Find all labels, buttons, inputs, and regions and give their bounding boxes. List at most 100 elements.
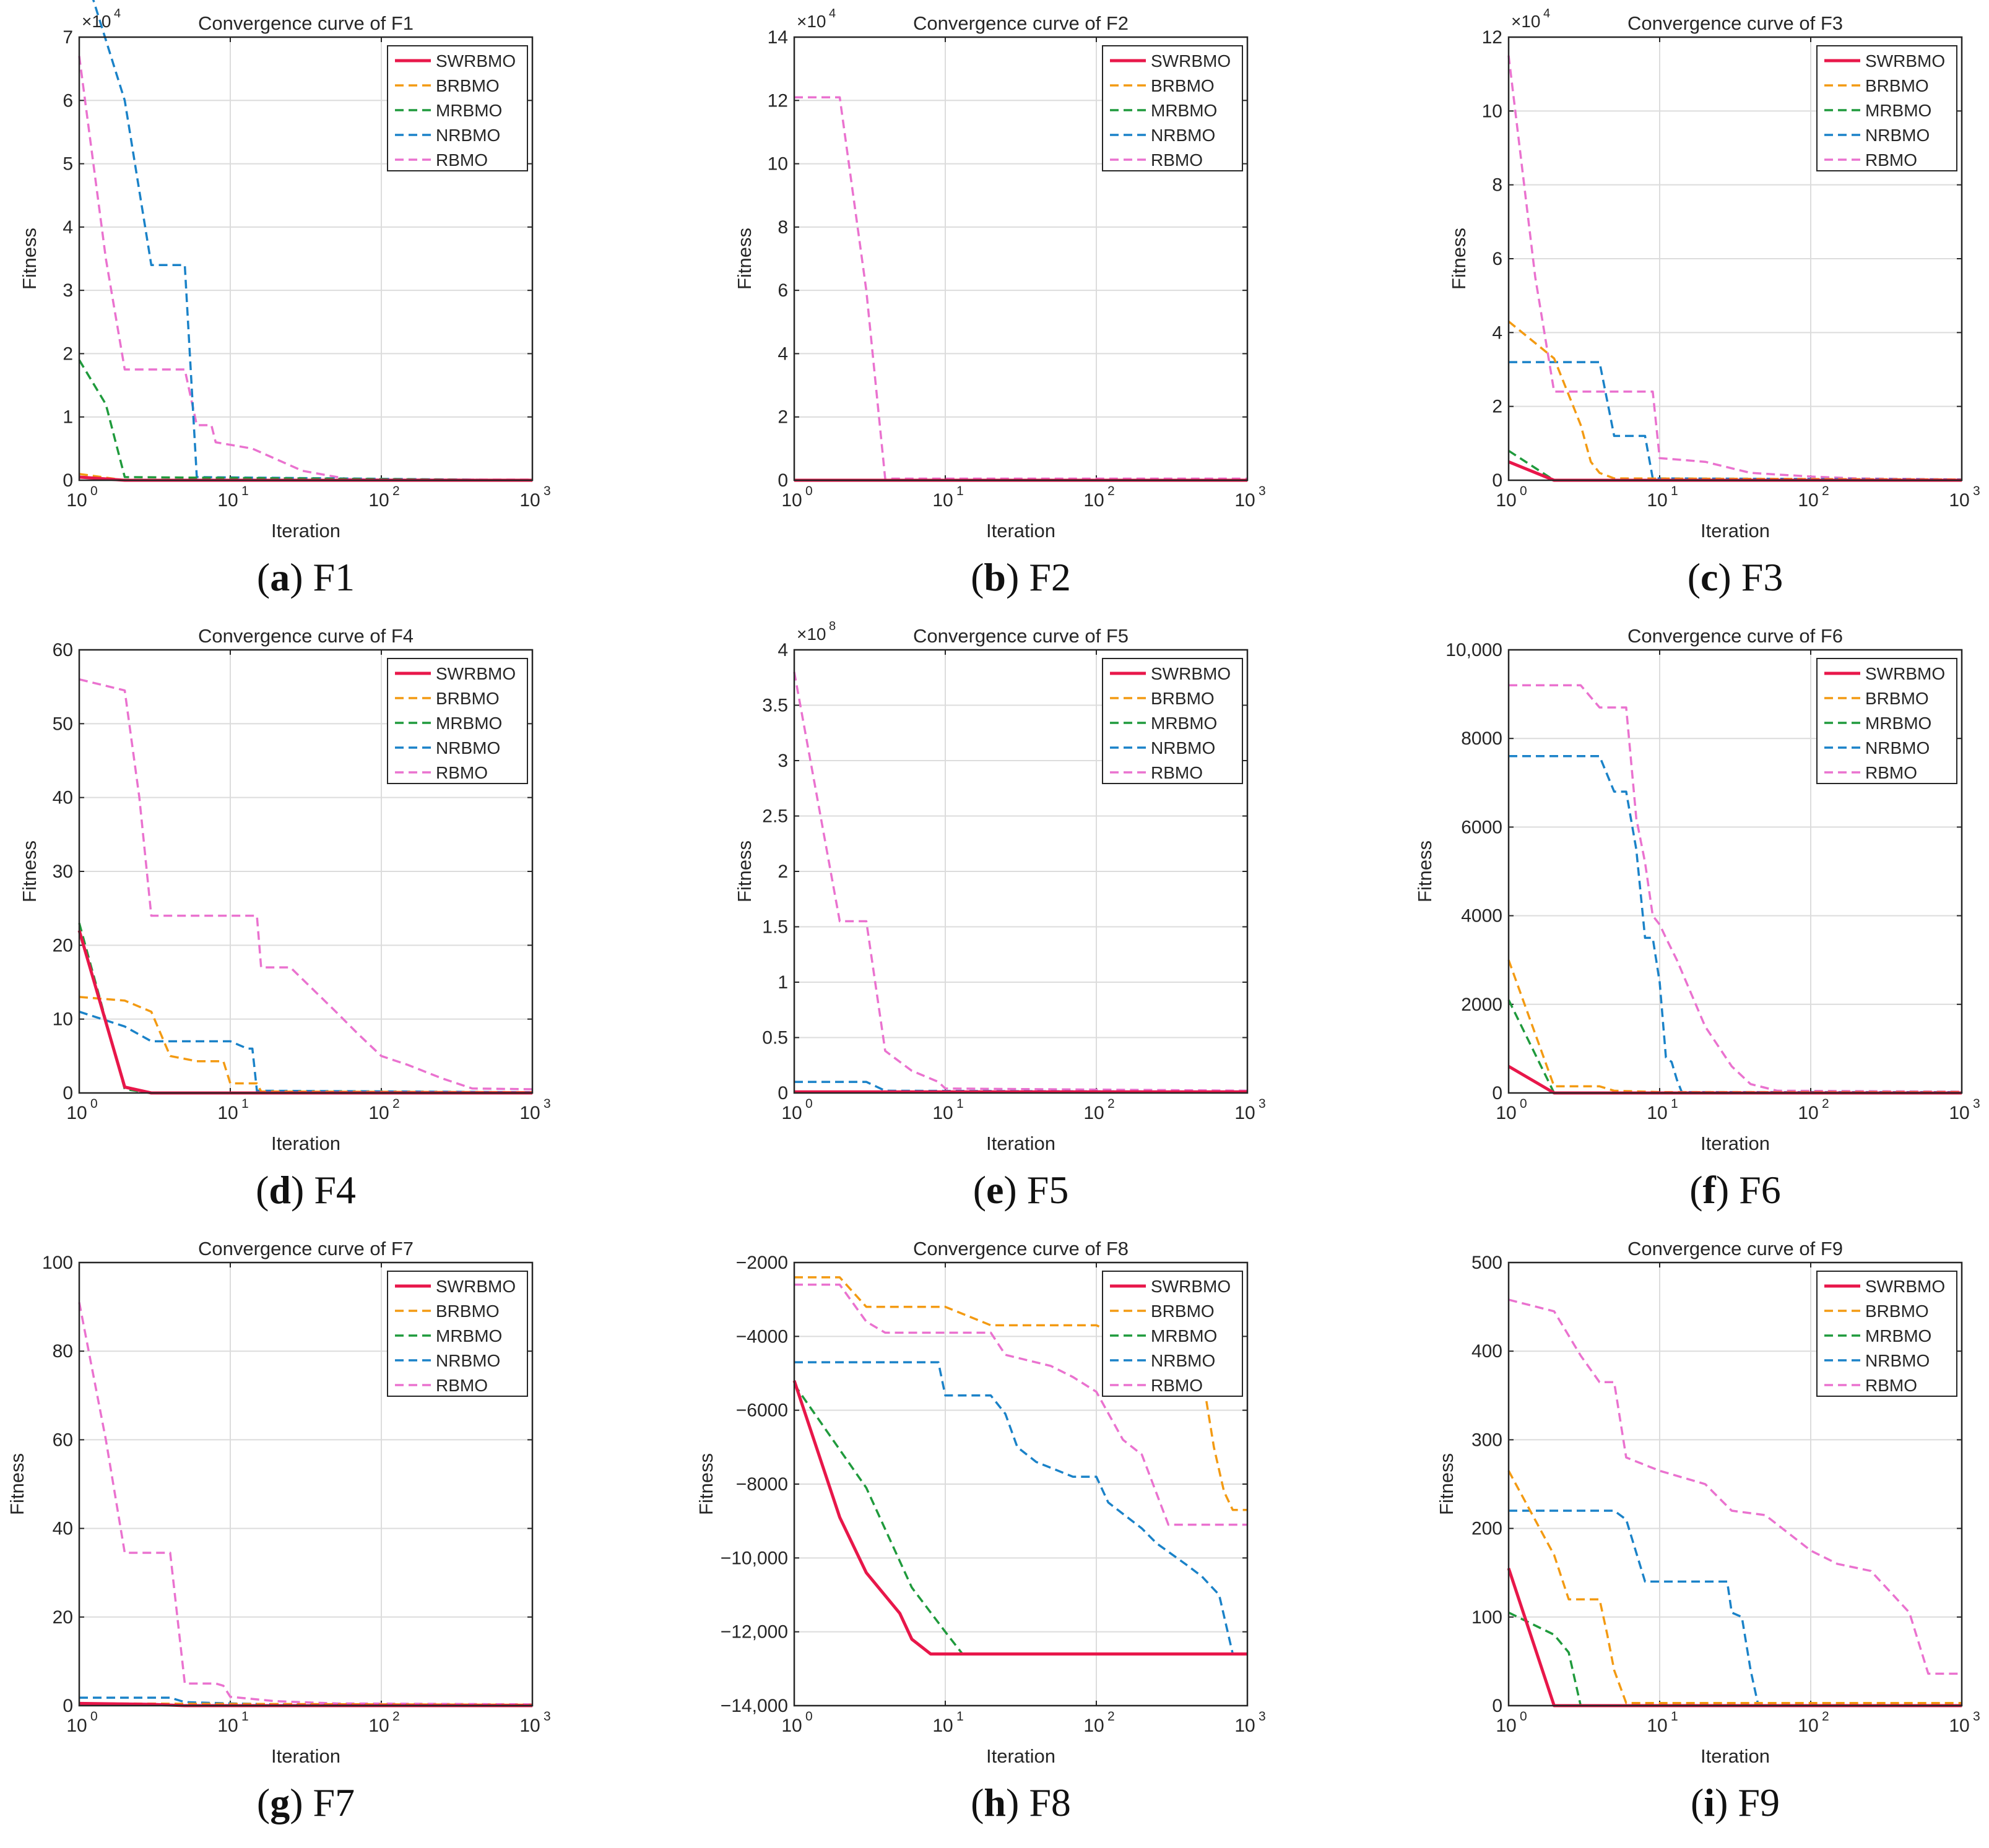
y-tick-label: 6 [63, 90, 73, 111]
legend-label: MRBMO [1865, 714, 1931, 733]
x-tick-label: 10 [1083, 1103, 1104, 1123]
y-axis-label: Fitness [19, 840, 40, 902]
y-tick-label: −12,000 [721, 1622, 788, 1643]
axes-box [1507, 1261, 1963, 1707]
x-axis-label: Iteration [1701, 520, 1770, 542]
caption-paren: ) [290, 1781, 313, 1824]
y-tick-label: 1.5 [762, 917, 788, 938]
x-tick-label: 10 [1647, 1716, 1667, 1736]
legend-label: RBMO [1151, 150, 1203, 170]
series-line-nrbmo [1509, 755, 1962, 1094]
panel-caption: (f) F6 [1689, 1168, 1781, 1212]
x-axis-label: Iteration [271, 1133, 340, 1154]
legend-label: SWRBMO [1151, 51, 1231, 71]
legend-label: BRBMO [436, 76, 500, 95]
y-tick-label: 6 [778, 280, 788, 301]
series-line-mrbmo [1508, 449, 1962, 481]
series-line-rbmo [78, 56, 532, 481]
legend-label: MRBMO [436, 1326, 502, 1345]
caption-letter: f [1703, 1168, 1717, 1212]
caption-paren: ) [1006, 555, 1029, 599]
y-tick-label: 60 [53, 640, 73, 660]
chart-title: Convergence curve of F1 [198, 12, 414, 34]
caption-function-name: F3 [1741, 555, 1783, 599]
caption-function-name: F1 [313, 555, 355, 599]
legend-label: NRBMO [1151, 1351, 1215, 1370]
y-tick-label: −6000 [736, 1401, 788, 1421]
axes-box [78, 36, 534, 481]
x-tick-label: 10 [932, 1716, 953, 1736]
legend-box [387, 658, 528, 784]
x-tick-exponent: 3 [1259, 484, 1266, 498]
caption-paren: ( [971, 1781, 984, 1824]
legend-label: SWRBMO [436, 1277, 516, 1296]
x-tick-label: 10 [1496, 1716, 1516, 1736]
y-tick-label: 8000 [1461, 728, 1502, 749]
x-tick-label: 10 [1798, 1103, 1818, 1123]
x-tick-exponent: 2 [1107, 484, 1115, 498]
caption-paren: ) [1716, 1168, 1739, 1212]
x-tick-exponent: 3 [544, 1709, 551, 1724]
y-axis-label: Fitness [19, 228, 40, 290]
series-line-nrbmo [794, 1361, 1247, 1656]
y-tick-label: 40 [53, 1519, 73, 1539]
y-axis-label: Fitness [1414, 840, 1436, 902]
x-tick-exponent: 0 [90, 1097, 98, 1111]
series-line-brbmo [794, 1276, 1247, 1511]
caption-paren: ( [1689, 1168, 1702, 1212]
series-line-rbmo [1509, 684, 1962, 1093]
x-tick-exponent: 1 [956, 484, 964, 498]
y-multiplier-base: ×10 [797, 12, 826, 31]
x-tick-exponent: 3 [1259, 1097, 1266, 1111]
caption-paren: ) [1006, 1781, 1029, 1824]
legend-label: NRBMO [436, 738, 500, 758]
x-tick-label: 10 [932, 1103, 953, 1123]
x-tick-exponent: 3 [1973, 1097, 1980, 1111]
series-line-rbmo [794, 1284, 1247, 1526]
panel-caption: (i) F9 [1691, 1781, 1780, 1824]
x-tick-label: 10 [932, 490, 953, 511]
legend-box [1816, 45, 1957, 171]
y-axis-label: Fitness [734, 840, 755, 902]
caption-paren: ( [971, 555, 984, 599]
legend-label: NRBMO [436, 126, 500, 145]
legend-box [1816, 1271, 1957, 1397]
y-tick-label: 20 [53, 935, 73, 956]
axes-box [78, 649, 534, 1094]
series-line-rbmo [1508, 1298, 1962, 1675]
y-tick-label: 2000 [1461, 995, 1502, 1015]
y-tick-label: 50 [53, 714, 73, 734]
legend-label: SWRBMO [1865, 664, 1945, 683]
x-tick-label: 10 [1949, 1103, 1969, 1123]
legend-box [1102, 1271, 1243, 1397]
y-tick-label: 3 [63, 280, 73, 301]
series-line-nrbmo [92, 0, 533, 481]
y-tick-label: 1 [63, 407, 73, 428]
series-line-mrbmo [78, 359, 533, 481]
y-multiplier-base: ×10 [1511, 12, 1541, 31]
legend-label: SWRBMO [1151, 664, 1231, 683]
x-tick-exponent: 0 [1520, 484, 1527, 498]
y-multiplier-base: ×10 [797, 624, 826, 644]
y-tick-label: 6000 [1461, 817, 1502, 837]
y-tick-label: −2000 [736, 1253, 788, 1273]
x-tick-exponent: 2 [392, 484, 400, 498]
panel-caption: (a) F1 [257, 555, 355, 599]
y-tick-label: 2 [778, 407, 788, 428]
y-multiplier-exponent: 4 [829, 7, 836, 20]
x-tick-label: 10 [66, 1103, 87, 1123]
legend-label: RBMO [1865, 150, 1917, 170]
chart-title: Convergence curve of F7 [198, 1238, 414, 1259]
legend-label: MRBMO [436, 101, 502, 120]
panel-caption: (c) F3 [1688, 555, 1783, 599]
x-tick-label: 10 [368, 1716, 389, 1736]
axes-box [1507, 649, 1963, 1094]
axes-box [793, 649, 1249, 1094]
y-tick-label: 300 [1471, 1430, 1502, 1450]
chart-title: Convergence curve of F6 [1627, 625, 1843, 647]
panel-caption: (e) F5 [973, 1168, 1069, 1212]
x-tick-label: 10 [66, 490, 87, 511]
